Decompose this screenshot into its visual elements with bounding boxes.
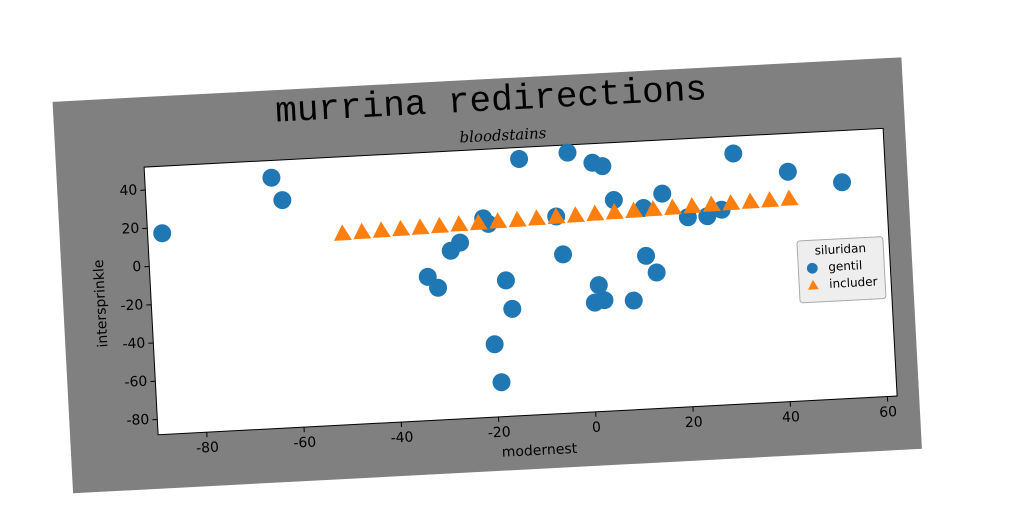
triangle-marker <box>722 194 741 211</box>
legend-title: siluridan <box>814 241 866 258</box>
figure: murrina redirections bloodstains moderne… <box>52 57 922 494</box>
triangle-marker <box>450 215 469 232</box>
triangle-marker <box>411 218 430 235</box>
circle-marker <box>593 157 612 176</box>
x-tick-label: -20 <box>487 424 511 441</box>
y-tick-label: -80 <box>126 412 150 429</box>
triangle-marker <box>808 279 819 290</box>
circle-marker <box>647 263 666 282</box>
triangle-marker <box>392 219 411 237</box>
triangle-marker <box>431 216 450 234</box>
circle-marker <box>624 291 643 310</box>
x-tick-label: 60 <box>879 404 898 421</box>
circle-marker <box>806 262 818 274</box>
circle-marker <box>153 224 172 243</box>
circle-marker <box>589 276 608 295</box>
chart-subtitle: bloodstains <box>459 124 547 147</box>
triangle-marker <box>372 221 391 238</box>
circle-marker <box>492 373 511 392</box>
triangle-marker <box>780 189 799 206</box>
triangle-marker <box>567 206 585 223</box>
y-tick-label: -40 <box>122 335 146 352</box>
triangle-marker <box>625 201 644 219</box>
triangle-marker <box>664 198 683 216</box>
y-tick-label: -20 <box>120 297 144 314</box>
legend-box <box>796 236 887 304</box>
circle-marker <box>503 299 522 318</box>
circle-marker <box>451 233 470 252</box>
triangle-marker <box>547 207 566 225</box>
x-tick-label: -60 <box>293 434 317 451</box>
circle-marker <box>429 278 448 297</box>
x-axis-label: modernest <box>501 441 578 461</box>
x-tick-label: -40 <box>390 429 414 446</box>
triangle-marker <box>761 191 780 208</box>
circle-marker <box>653 184 672 203</box>
legend-label: includer <box>829 274 878 291</box>
triangle-marker <box>741 192 760 209</box>
circle-marker <box>262 168 281 187</box>
y-tick-label: 40 <box>119 182 138 199</box>
triangle-marker <box>683 197 702 214</box>
x-tick-label: 20 <box>684 414 703 431</box>
legend-label: gentil <box>828 258 863 274</box>
triangle-marker <box>528 209 547 226</box>
x-tick-label: 0 <box>592 420 602 436</box>
circle-marker <box>554 245 573 264</box>
circle-marker <box>637 246 656 265</box>
circle-marker <box>496 271 515 290</box>
y-tick-label: -60 <box>124 374 148 391</box>
circle-marker <box>833 173 852 192</box>
triangle-marker <box>353 222 372 240</box>
circle-marker <box>485 335 504 354</box>
circle-marker <box>595 291 614 310</box>
circle-marker <box>558 143 577 162</box>
circle-marker <box>273 191 292 210</box>
triangle-marker <box>644 200 663 217</box>
triangle-marker <box>702 195 721 212</box>
y-tick-label: 20 <box>121 221 140 238</box>
y-axis-label: intersprinkle <box>91 259 112 348</box>
circle-marker <box>698 207 717 226</box>
circle-marker <box>724 144 743 163</box>
triangle-marker <box>469 213 488 231</box>
x-tick-label: 40 <box>782 409 801 426</box>
x-tick-label: -80 <box>196 440 220 457</box>
triangle-marker <box>333 224 352 241</box>
circle-marker <box>778 162 797 181</box>
triangle-marker <box>605 203 624 220</box>
circle-marker <box>604 191 623 210</box>
triangle-marker <box>508 210 527 228</box>
circle-marker <box>510 149 529 168</box>
y-tick-label: 0 <box>132 259 142 275</box>
triangle-marker <box>586 204 605 222</box>
triangle-marker <box>489 212 508 229</box>
